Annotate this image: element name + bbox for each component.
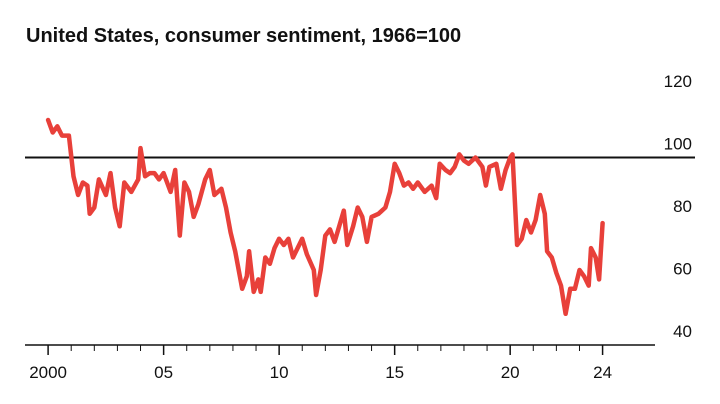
x-tick-label: 15 [385, 363, 404, 382]
x-tick-label: 2000 [29, 363, 67, 382]
y-tick-label: 100 [664, 135, 692, 154]
y-tick-label: 40 [673, 322, 692, 341]
y-tick-label: 60 [673, 260, 692, 279]
data-line [45, 117, 605, 317]
y-tick-label: 120 [664, 72, 692, 91]
chart-title: United States, consumer sentiment, 1966=… [26, 25, 461, 47]
x-tick-label: 10 [270, 363, 289, 382]
x-tick-label: 20 [501, 363, 520, 382]
y-tick-label: 80 [673, 197, 692, 216]
x-tick-label: 24 [593, 363, 612, 382]
x-tick-label: 05 [154, 363, 173, 382]
